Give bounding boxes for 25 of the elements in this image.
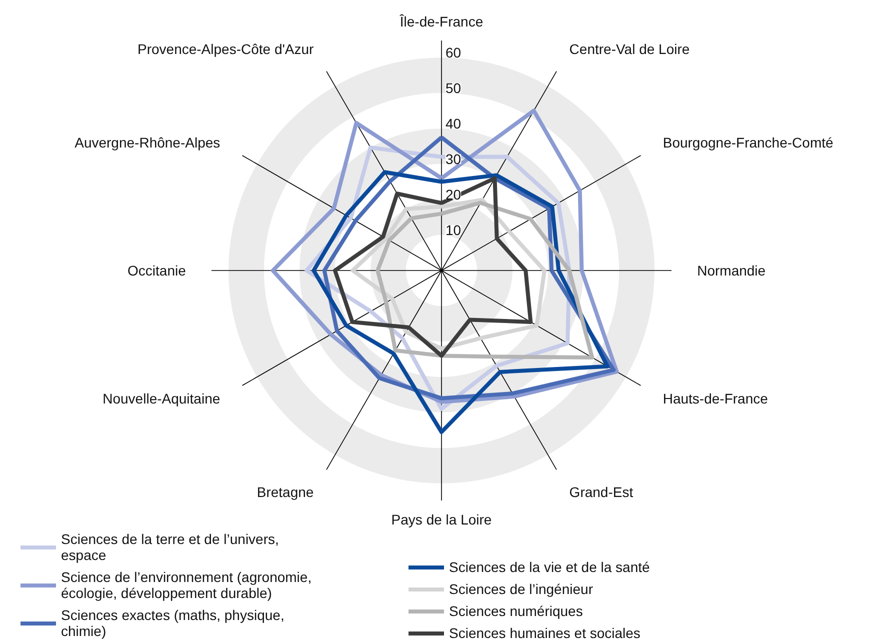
legend-label: Sciences humaines et sociales [449, 625, 640, 641]
y-tick-label: 60 [446, 44, 462, 60]
y-tick-label: 30 [446, 151, 462, 167]
spoke-label: Centre-Val de Loire [569, 41, 690, 58]
y-tick-label: 40 [446, 116, 462, 132]
legend-label: Sciences de la vie et de la santé [449, 559, 650, 575]
y-tick-label: 10 [446, 222, 462, 238]
spoke-label: Île-de-France [398, 13, 484, 30]
spoke-label: Normandie [697, 262, 766, 278]
legend-label: Science de l’environnement (agronomie, écologie, développement durable) [61, 569, 312, 601]
spoke-label: Nouvelle-Aquitaine [102, 390, 220, 406]
y-tick-label: 50 [446, 80, 462, 96]
legend-label: Sciences numériques [449, 603, 583, 619]
spoke-label: Occitanie [128, 262, 186, 278]
legend-label: Sciences de la terre et de l’univers, espace [61, 531, 279, 563]
spoke-label: Hauts-de-France [662, 390, 768, 406]
legend-label: Sciences de l’ingénieur [449, 581, 593, 597]
spoke-label: Bretagne [256, 484, 314, 500]
spoke-label: Grand-Est [569, 484, 634, 500]
spoke-label: Provence-Alpes-Côte d'Azur [138, 41, 314, 58]
spoke-label: Bourgogne-Franche-Comté [662, 134, 834, 151]
spoke-label: Pays de la Loire [391, 512, 492, 528]
legend-label: Sciences exactes (maths, physique, chimie) [61, 607, 284, 639]
spoke-label: Auvergne-Rhône-Alpes [74, 134, 220, 151]
y-tick-label: 20 [446, 186, 462, 202]
